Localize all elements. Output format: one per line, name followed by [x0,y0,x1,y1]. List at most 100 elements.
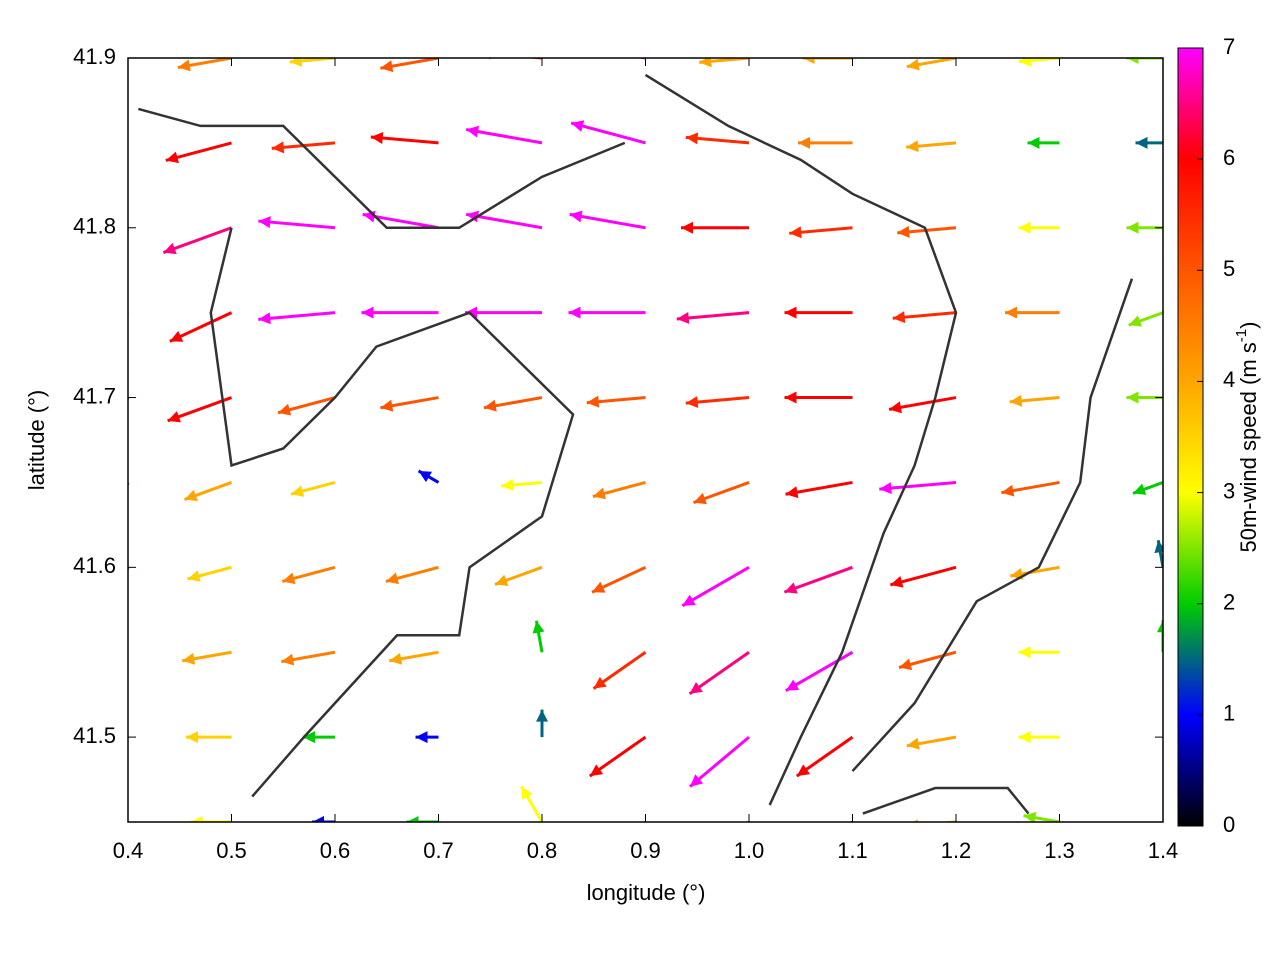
wind-arrow [1132,481,1163,495]
arrow-shaft [128,142,129,145]
wind-arrow [1005,306,1060,319]
wind-arrow [681,566,750,608]
outline [851,278,1134,772]
wind-arrow [685,132,750,145]
wind-arrow [906,140,957,153]
arrow-head [389,652,403,665]
colorbar-label-text: 50m-wind speed (m s [1236,342,1261,552]
arrow-head [685,396,699,409]
wind-arrow [165,141,232,164]
arrow-head [699,58,712,68]
arrow-head [385,572,400,585]
arrow-head [495,574,509,586]
wind-arrow [898,650,957,671]
arrow-head [899,658,913,671]
wind-arrow [784,391,853,404]
wind-arrow [289,58,336,67]
arrow-shaft [162,226,233,254]
wind-arrow [592,650,647,690]
arrow-head [798,136,810,149]
x-tick-label: 0.8 [527,838,558,863]
colorbar-label-end: ) [1236,322,1261,329]
arrow-head [380,60,394,73]
arrow-head [784,582,798,594]
arrow-head [1005,306,1017,319]
wind-arrow [281,565,336,585]
arrow-head [592,487,607,500]
arrow-shaft [783,565,854,594]
arrow-head [182,652,196,665]
wind-arrow [693,481,750,505]
wind-arrow [277,396,336,416]
colorbar [1177,47,1204,827]
wind-arrow [798,136,853,149]
wind-arrow [181,650,232,665]
wind-arrow [1018,646,1060,659]
arrow-head [282,572,296,585]
wind-arrow [592,480,646,500]
wind-arrow [128,652,129,654]
arrow-head [1018,646,1031,659]
arrow-head [681,221,693,234]
arrow-head [906,140,919,153]
wind-arrow [889,565,957,588]
arrow-head [892,311,906,324]
wind-arrow [501,478,543,491]
colorbar-tick-label: 3 [1223,478,1235,503]
wind-arrow [1009,394,1060,407]
arrow-head [690,774,704,787]
arrow-shaft [258,311,336,321]
wind-arrow [128,482,130,487]
wind-arrow [465,306,542,319]
wind-arrow [186,731,232,744]
arrow-shaft [688,650,750,696]
arrow-head [415,731,428,744]
arrow-head [594,840,607,851]
x-tick-label: 1.0 [734,838,765,863]
arrow-head [1157,620,1163,633]
wind-arrow [570,120,646,145]
arrow-head [1009,394,1023,407]
wind-arrow [783,565,854,594]
wind-arrow [784,306,853,319]
wind-arrow [689,735,750,788]
arrow-head [501,478,514,491]
x-axis-label: longitude (°) [587,880,706,905]
arrow-head [69,251,82,262]
wind-arrow [361,306,439,319]
plot-frame [127,57,1164,823]
wind-arrow [1128,311,1163,327]
wind-arrow [591,565,647,594]
wind-arrow [385,565,439,585]
colorbar-tick-label: 4 [1223,367,1235,392]
wind-arrow [636,58,646,60]
wind-arrow [465,125,543,145]
wind-arrow [1018,58,1060,67]
wind-arrow [785,480,853,499]
wind-arrow [699,58,750,68]
arrow-head [466,125,480,138]
wind-arrow [568,306,646,319]
wind-arrow [688,650,750,696]
arrow-head [281,653,295,666]
wind-arrow [1154,539,1163,568]
arrow-shaft [258,219,336,230]
wind-arrow [906,58,957,71]
colorbar-label-sup: -1 [1233,329,1250,342]
arrow-head [1128,315,1143,327]
arrow-head [165,151,179,164]
x-tick-label: 0.7 [423,838,454,863]
arrow-head [682,594,696,606]
arrow-head [879,482,892,495]
arrow-head [169,330,184,342]
arrow-head [303,731,315,744]
colorbar-tick-label: 0 [1223,812,1235,837]
wind-arrow [370,132,439,145]
arrow-head [568,306,581,319]
x-tick-label: 1.3 [1044,838,1075,863]
arrow-head [784,306,797,319]
wind-arrow [258,311,336,325]
wind-arrow [483,396,543,412]
arrow-head [586,395,600,408]
